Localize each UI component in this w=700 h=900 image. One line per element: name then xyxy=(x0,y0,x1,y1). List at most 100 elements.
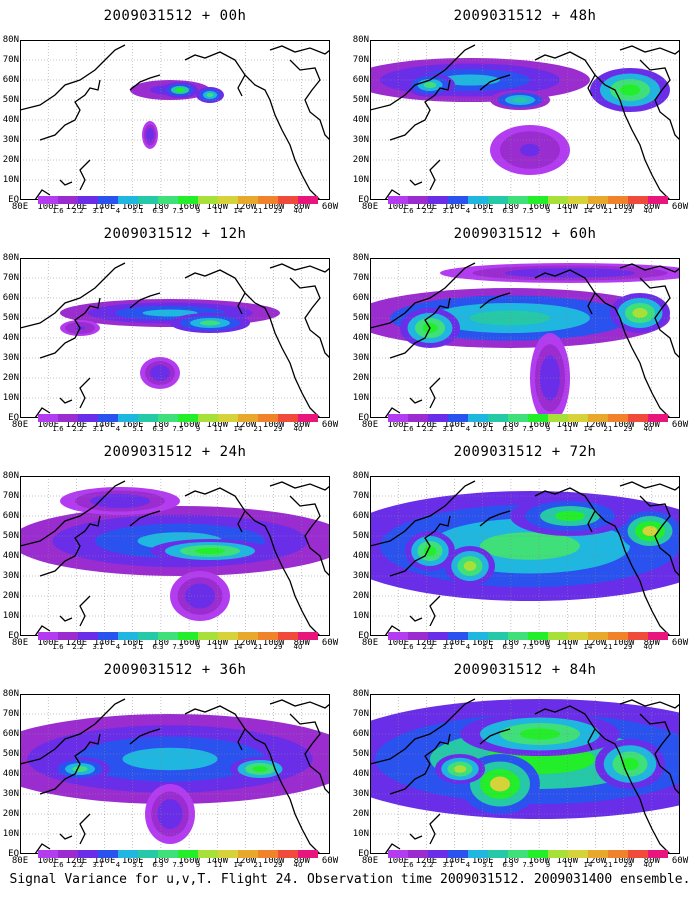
colorbar-swatch xyxy=(588,196,608,204)
variance-contour xyxy=(453,765,467,773)
colorbar-level-label: 9 xyxy=(196,425,200,433)
colorbar-swatch xyxy=(508,196,528,204)
colorbar-level-label: 21 xyxy=(604,207,613,215)
colorbar-level-label: 1.6 xyxy=(402,643,414,651)
latitude-label: 60N xyxy=(2,729,19,739)
coastline xyxy=(289,277,331,359)
colorbar-level-label: 5.1 xyxy=(482,643,493,651)
colorbar-level-label: 29 xyxy=(624,861,633,869)
latitude-label: 50N xyxy=(2,313,19,323)
longitude-label: 160W xyxy=(528,856,550,866)
colorbar-level-label: 4 xyxy=(466,207,471,215)
colorbar-swatch xyxy=(298,414,318,422)
colorbar-swatch xyxy=(608,196,628,204)
colorbar-level-label: 4 xyxy=(116,207,121,215)
colorbar-level-label: 9 xyxy=(546,207,550,215)
latitude-label: EQ xyxy=(358,631,369,641)
colorbar-level-label: 40 xyxy=(294,861,303,869)
variance-map xyxy=(350,40,681,201)
longitude-label: 160W xyxy=(528,420,550,430)
colorbar-level-label: 14 xyxy=(234,207,243,215)
longitude-label: 160E xyxy=(121,856,144,866)
colorbar-swatch xyxy=(298,632,318,640)
colorbar-swatch xyxy=(78,414,98,422)
latitude-label: 30N xyxy=(2,353,19,363)
coastline xyxy=(269,263,331,273)
coastline xyxy=(587,728,596,751)
longitude-label: 80W xyxy=(293,856,310,866)
colorbar-swatch xyxy=(528,850,548,858)
longitude-label: 160E xyxy=(121,638,144,648)
longitude-label: 120E xyxy=(65,856,88,866)
longitude-label: 80W xyxy=(293,420,310,430)
colorbar: 1.6 2.2 3.1 4 5.1 6.3 7.5 9 11 14 21 29 40 xyxy=(388,196,668,215)
coastline xyxy=(479,74,511,91)
colorbar-swatch xyxy=(278,196,298,204)
colorbar-swatch xyxy=(448,196,468,204)
colorbar-swatch xyxy=(568,850,588,858)
latitude-label: 60N xyxy=(352,293,369,303)
colorbar-level-label: 6.3 xyxy=(152,861,163,869)
longitude-label: 80E xyxy=(361,856,379,866)
forecast-panel: 2009031512 + 60h 80N 70N 60N 50N 40N 30N 20N 10N… xyxy=(350,218,700,433)
latitude-label: 20N xyxy=(352,155,369,165)
colorbar-level-label: 9 xyxy=(196,207,200,215)
panel-title: 2009031512 + 72h xyxy=(453,444,597,460)
panel-title: 2009031512 + 00h xyxy=(103,8,247,24)
colorbar-swatch xyxy=(218,632,238,640)
colorbar-swatch xyxy=(588,414,608,422)
colorbar-swatch xyxy=(648,850,668,858)
longitude-label: 120E xyxy=(65,638,88,648)
coastline xyxy=(429,813,441,845)
longitude-label: 100W xyxy=(612,202,635,212)
colorbar-level-label: 4 xyxy=(466,425,471,433)
colorbar-swatch xyxy=(118,632,138,640)
latitude-label: EQ xyxy=(8,195,19,205)
colorbar-swatch xyxy=(408,196,428,204)
coastline xyxy=(534,487,671,637)
colorbar-level-label: 4 xyxy=(116,643,121,651)
colorbar-level-label: 9 xyxy=(546,425,550,433)
colorbar-level-label: 2.2 xyxy=(72,643,83,651)
longitude-label: 160W xyxy=(528,638,550,648)
colorbar-swatch xyxy=(198,850,218,858)
panel-title: 2009031512 + 12h xyxy=(103,226,247,242)
colorbar-level-label: 29 xyxy=(624,643,633,651)
colorbar-level-label: 11 xyxy=(564,207,573,215)
colorbar-swatch xyxy=(628,632,648,640)
colorbar-swatch xyxy=(648,196,668,204)
map-border xyxy=(20,258,330,418)
colorbar-swatch xyxy=(278,414,298,422)
latitude-label: 40N xyxy=(2,115,19,125)
longitude-label: 160E xyxy=(121,202,144,212)
colorbar-swatch xyxy=(118,414,138,422)
colorbar-swatch xyxy=(138,850,158,858)
latitude-label: 20N xyxy=(352,373,369,383)
coastline xyxy=(269,481,331,491)
latitude-label: 70N xyxy=(352,709,369,719)
colorbar-level-label: 1.6 xyxy=(402,861,414,869)
colorbar-swatch xyxy=(58,850,78,858)
coastline xyxy=(429,377,441,409)
longitude-label: 100E xyxy=(387,202,410,212)
variance-contour xyxy=(195,548,225,554)
colorbar-swatch xyxy=(628,196,648,204)
colorbar-level-label: 5.1 xyxy=(132,643,143,651)
coastline xyxy=(129,292,161,309)
colorbar-level-label: 9 xyxy=(546,643,550,651)
latitude-label: 50N xyxy=(352,749,369,759)
latitude-label: 80N xyxy=(352,253,369,263)
colorbar-swatch xyxy=(138,196,158,204)
colorbar-swatch xyxy=(628,850,648,858)
colorbar-level-label: 21 xyxy=(604,643,613,651)
coastline xyxy=(79,813,91,845)
coastline xyxy=(384,625,401,637)
colorbar-level-label: 6.3 xyxy=(152,207,163,215)
coastline xyxy=(59,397,73,404)
colorbar-level-label: 3.1 xyxy=(92,425,103,433)
coastline xyxy=(534,269,671,419)
latitude-label: EQ xyxy=(358,195,369,205)
coastline xyxy=(639,277,681,359)
colorbar-level-label: 9 xyxy=(546,861,550,869)
coastline xyxy=(409,397,423,404)
